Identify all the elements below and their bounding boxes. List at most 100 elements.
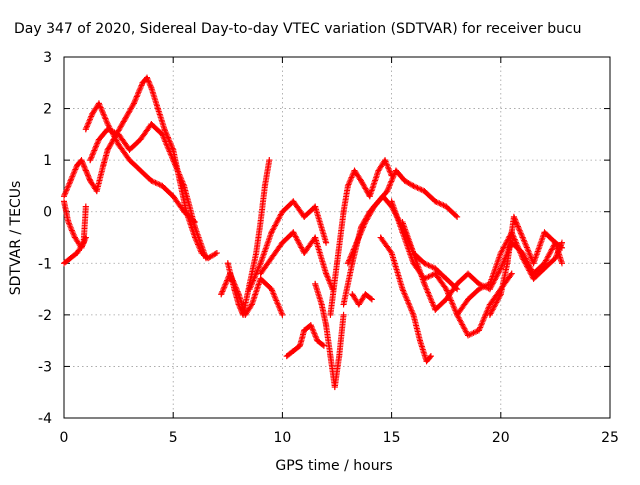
data-point bbox=[154, 105, 161, 112]
data-point bbox=[279, 239, 286, 246]
data-point bbox=[67, 255, 74, 262]
y-tick-label: 0 bbox=[43, 205, 52, 221]
data-point bbox=[552, 239, 559, 246]
data-point bbox=[82, 203, 89, 210]
data-point bbox=[139, 79, 146, 86]
data-point bbox=[296, 342, 303, 349]
data-point bbox=[432, 198, 439, 205]
data-point bbox=[115, 131, 122, 138]
data-point bbox=[371, 203, 378, 210]
data-point-markers bbox=[377, 234, 434, 365]
data-point bbox=[266, 157, 273, 164]
data-point-markers bbox=[283, 322, 327, 360]
data-point bbox=[202, 255, 209, 262]
data-point bbox=[443, 296, 450, 303]
data-point bbox=[399, 286, 406, 293]
data-point bbox=[421, 280, 428, 287]
data-point bbox=[541, 229, 548, 236]
data-point bbox=[126, 146, 133, 153]
y-tick-label: 2 bbox=[43, 102, 52, 118]
y-axis-label: SDTVAR / TECUs bbox=[8, 181, 24, 296]
data-point bbox=[312, 280, 319, 287]
data-point bbox=[432, 306, 439, 313]
data-point bbox=[486, 301, 493, 308]
data-point bbox=[159, 131, 166, 138]
data-point bbox=[137, 136, 144, 143]
data-point bbox=[465, 332, 472, 339]
series-track-11 bbox=[312, 280, 347, 391]
data-point bbox=[181, 182, 188, 189]
data-point bbox=[349, 291, 356, 298]
data-point bbox=[486, 280, 493, 287]
data-point bbox=[340, 301, 347, 308]
data-point bbox=[170, 157, 177, 164]
data-point-markers bbox=[82, 100, 198, 225]
data-point bbox=[384, 188, 391, 195]
series-track-15 bbox=[349, 291, 375, 308]
data-point bbox=[279, 311, 286, 318]
data-point bbox=[379, 193, 386, 200]
data-point bbox=[253, 249, 260, 256]
data-point bbox=[340, 311, 347, 318]
data-point bbox=[401, 177, 408, 184]
x-tick-label: 10 bbox=[273, 430, 291, 446]
data-point bbox=[261, 182, 268, 189]
series-track-20 bbox=[486, 213, 565, 318]
data-point bbox=[351, 167, 358, 174]
data-point bbox=[443, 275, 450, 282]
data-point bbox=[82, 126, 89, 133]
x-tick-label: 25 bbox=[601, 430, 619, 446]
x-tick-label: 5 bbox=[169, 430, 178, 446]
data-point bbox=[504, 260, 511, 267]
axis-ticks bbox=[63, 56, 611, 419]
data-point bbox=[423, 358, 430, 365]
data-point bbox=[388, 249, 395, 256]
data-point bbox=[410, 249, 417, 256]
data-point bbox=[375, 167, 382, 174]
series-track-7 bbox=[218, 270, 286, 318]
series-track-14 bbox=[344, 193, 461, 293]
data-point bbox=[552, 255, 559, 262]
data-point bbox=[290, 198, 297, 205]
data-point bbox=[334, 260, 340, 267]
data-point bbox=[257, 260, 264, 267]
y-tick-label: 1 bbox=[43, 153, 52, 169]
data-point bbox=[74, 162, 81, 169]
series-track-3 bbox=[61, 203, 89, 267]
data-point bbox=[327, 353, 334, 360]
plot-frame bbox=[63, 56, 611, 419]
series-track-16 bbox=[377, 234, 434, 365]
series-track-4 bbox=[82, 100, 199, 226]
y-tick-label: -4 bbox=[38, 411, 52, 427]
data-point bbox=[159, 182, 166, 189]
data-point bbox=[353, 239, 360, 246]
data-point bbox=[323, 322, 330, 329]
data-point bbox=[392, 167, 399, 174]
series-track-6 bbox=[224, 157, 273, 318]
series-track-12 bbox=[327, 157, 395, 318]
data-point bbox=[432, 270, 439, 277]
data-point bbox=[454, 213, 461, 220]
data-point bbox=[74, 249, 81, 256]
data-point bbox=[143, 74, 150, 81]
data-point bbox=[226, 270, 233, 277]
data-point bbox=[355, 301, 362, 308]
data-point bbox=[246, 286, 253, 293]
data-point bbox=[242, 311, 249, 318]
data-point bbox=[558, 260, 565, 267]
data-point bbox=[126, 157, 133, 164]
data-point bbox=[301, 249, 308, 256]
data-point bbox=[213, 249, 220, 256]
data-point bbox=[510, 213, 517, 220]
data-point bbox=[67, 177, 74, 184]
data-point bbox=[257, 219, 264, 226]
data-point bbox=[78, 157, 85, 164]
data-point bbox=[388, 198, 395, 205]
data-point bbox=[358, 177, 365, 184]
data-point bbox=[248, 301, 255, 308]
data-series bbox=[61, 74, 565, 391]
data-point bbox=[80, 239, 87, 246]
data-point bbox=[301, 213, 308, 220]
